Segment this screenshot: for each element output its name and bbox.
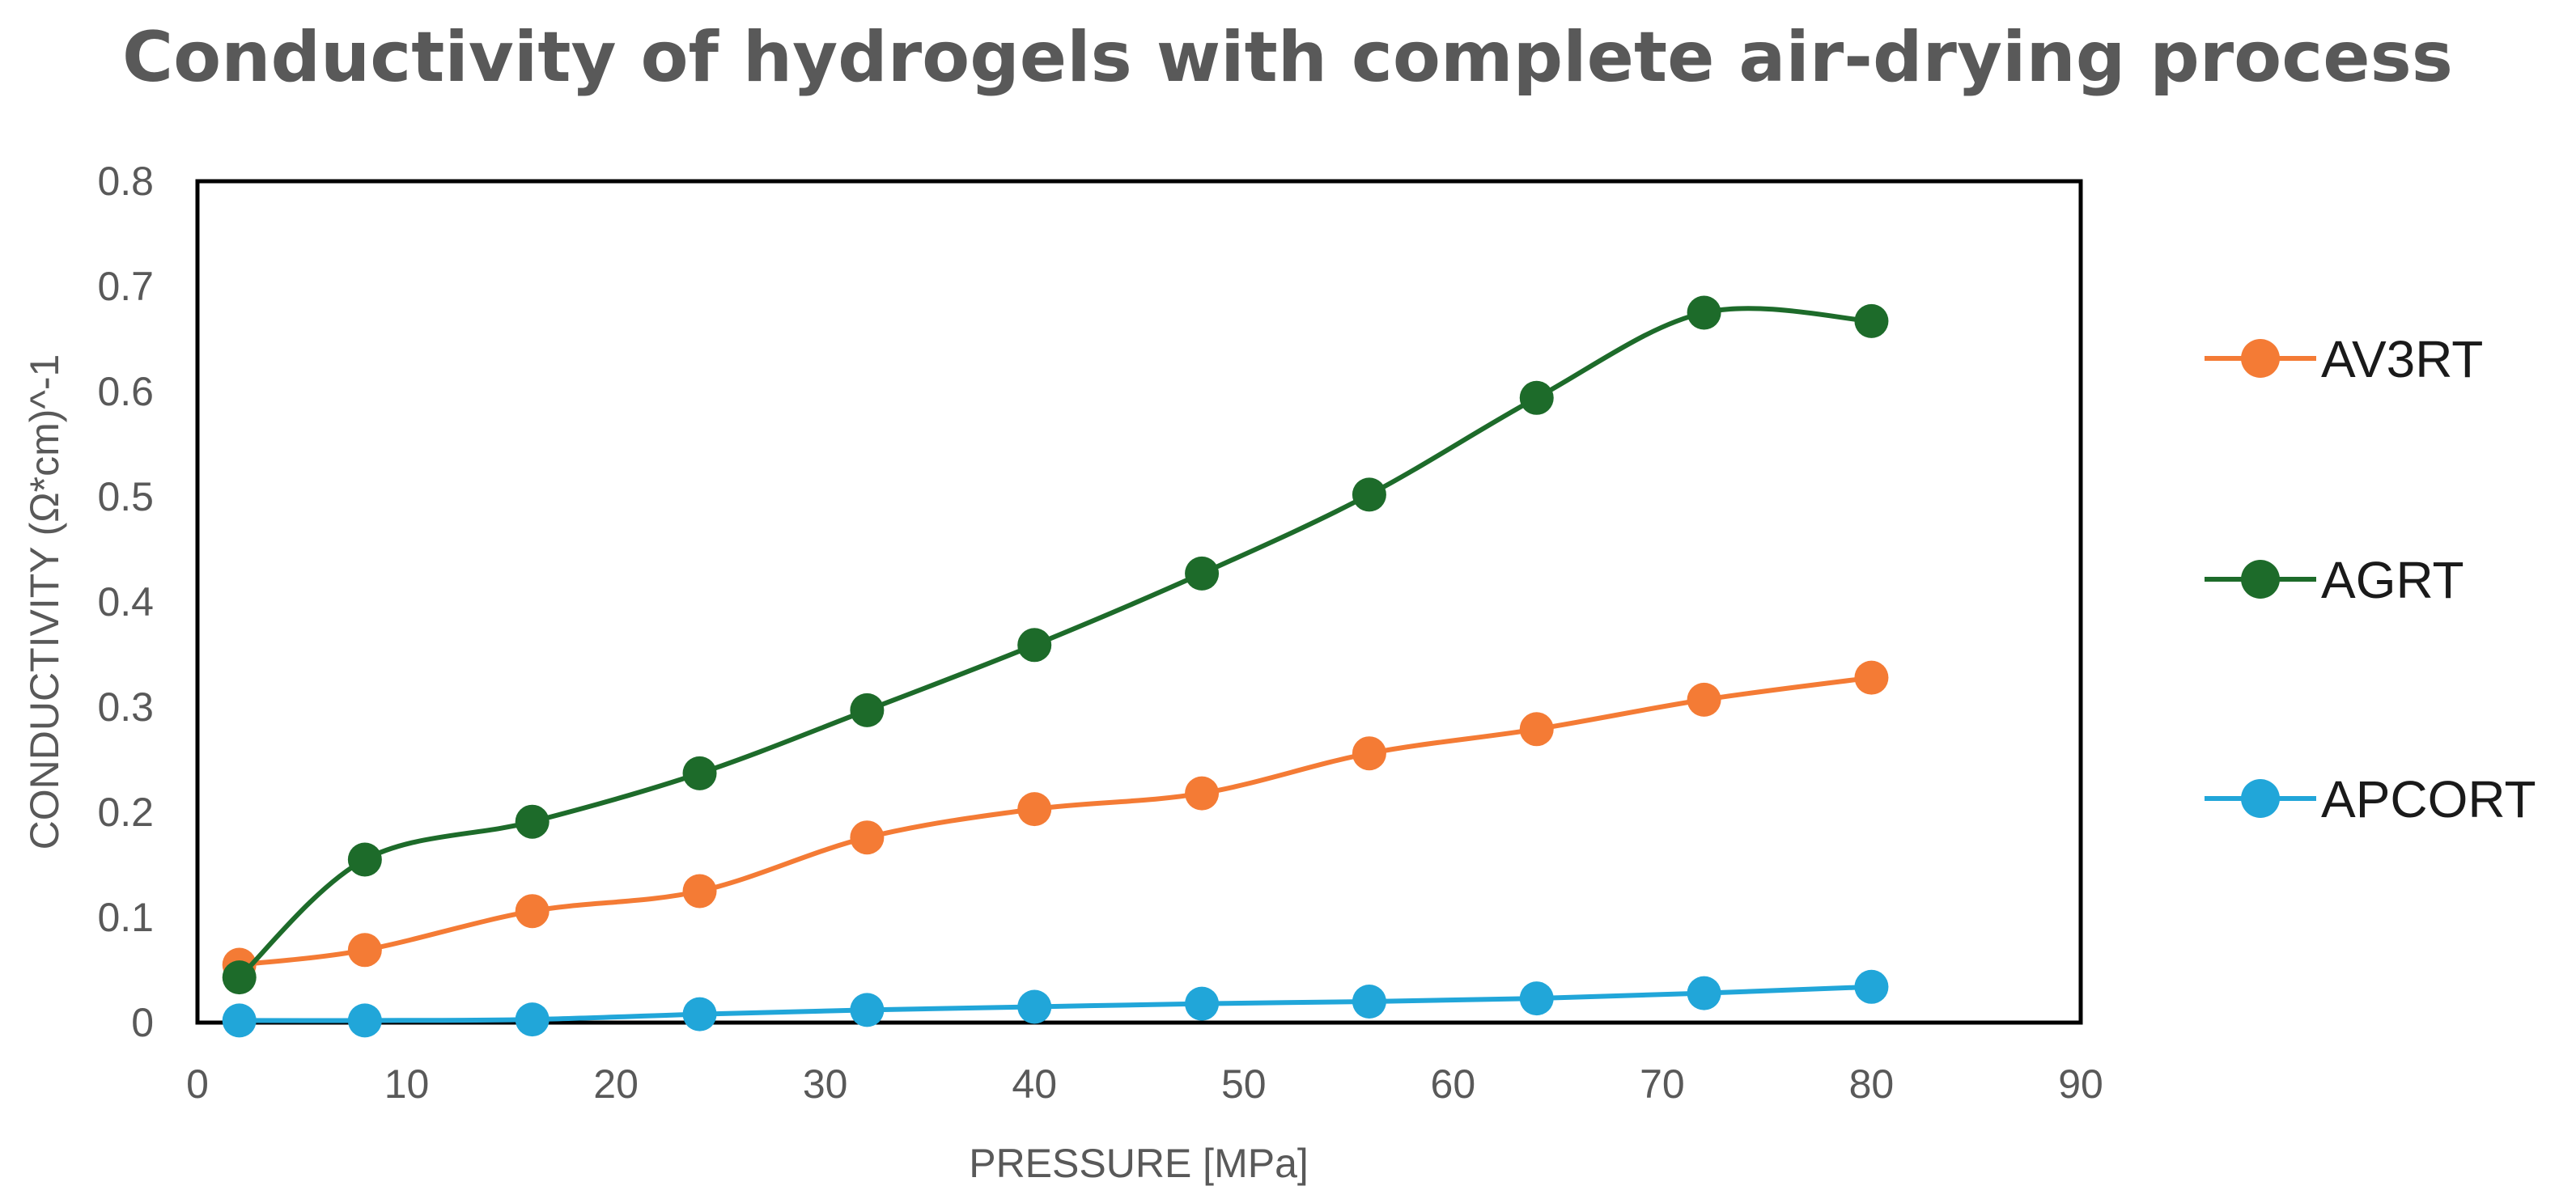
x-tick-label: 60 [1431,1061,1476,1107]
data-point-agrt [1185,556,1220,591]
data-point-av3rt [1519,712,1554,747]
series-apcort [222,969,1889,1038]
data-point-apcort [682,997,717,1031]
data-point-agrt [682,756,717,790]
chart-title: Conductivity of hydrogels with complete … [122,17,2453,98]
y-axis-label: CONDUCTIVITY (Ω*cm)^-1 [22,354,67,850]
series-av3rt [222,660,1889,982]
series-layer [222,295,1889,1038]
x-tick-label: 90 [2058,1061,2103,1107]
legend-label-av3rt: AV3RT [2321,330,2483,388]
series-line-av3rt [236,675,1874,968]
data-point-agrt [222,960,257,995]
y-tick-label: 0.2 [97,790,154,835]
data-point-apcort [1519,981,1554,1016]
data-point-agrt [347,842,382,877]
data-point-av3rt [1185,776,1220,811]
y-tick-label: 0.3 [97,684,154,730]
data-point-av3rt [850,820,885,855]
data-point-av3rt [1687,682,1721,717]
data-point-av3rt [1017,792,1052,827]
data-point-apcort [222,1003,257,1038]
x-tick-label: 40 [1012,1061,1057,1107]
data-point-av3rt [1352,736,1386,771]
x-axis-label: PRESSURE [MPa] [969,1141,1309,1186]
y-tick-label: 0.5 [97,474,154,519]
data-point-apcort [1352,985,1386,1019]
legend: AV3RT AGRT APCORT [2205,330,2536,828]
data-point-apcort [515,1002,550,1037]
y-tick-label: 0.6 [97,369,154,414]
legend-marker-agrt [2241,560,2280,599]
data-point-av3rt [682,874,717,909]
data-point-av3rt [515,894,550,929]
data-point-agrt [1687,295,1721,330]
x-tick-label: 80 [1849,1061,1895,1107]
y-axis-ticks: 0 0.1 0.2 0.3 0.4 0.5 0.6 0.7 0.8 [97,159,154,1045]
y-tick-label: 0.1 [97,895,154,940]
data-point-apcort [1017,989,1052,1024]
legend-label-agrt: AGRT [2321,551,2464,609]
x-axis-ticks: 0 10 20 30 40 50 60 70 80 90 [186,1061,2103,1107]
x-tick-label: 70 [1640,1061,1685,1107]
data-point-agrt [1352,477,1386,512]
data-point-agrt [850,693,885,727]
x-tick-label: 0 [186,1061,209,1107]
legend-marker-av3rt [2241,339,2280,378]
data-point-apcort [1185,986,1220,1021]
legend-label-apcort: APCORT [2321,770,2536,828]
data-point-agrt [1017,628,1052,663]
data-point-av3rt [1854,660,1889,695]
series-agrt [222,295,1889,995]
x-tick-label: 10 [384,1061,430,1107]
data-point-av3rt [347,933,382,968]
series-line-agrt [236,306,1874,981]
legend-marker-apcort [2241,779,2280,818]
y-tick-label: 0.7 [97,264,154,309]
x-tick-label: 50 [1221,1061,1267,1107]
legend-item-apcort: APCORT [2205,770,2536,828]
data-point-agrt [515,804,550,839]
y-tick-label: 0 [131,1000,154,1045]
data-point-apcort [1854,969,1889,1004]
series-line-apcort [236,984,1874,1023]
data-point-agrt [1519,380,1554,415]
data-point-apcort [850,993,885,1027]
y-tick-label: 0.8 [97,159,154,204]
y-tick-label: 0.4 [97,579,154,625]
data-point-agrt [1854,303,1889,338]
x-tick-label: 30 [803,1061,848,1107]
legend-item-av3rt: AV3RT [2205,330,2483,388]
legend-item-agrt: AGRT [2205,551,2464,609]
data-point-apcort [1687,976,1721,1010]
x-tick-label: 20 [593,1061,639,1107]
data-point-apcort [347,1003,382,1038]
plot-area-frame [195,179,2083,1025]
